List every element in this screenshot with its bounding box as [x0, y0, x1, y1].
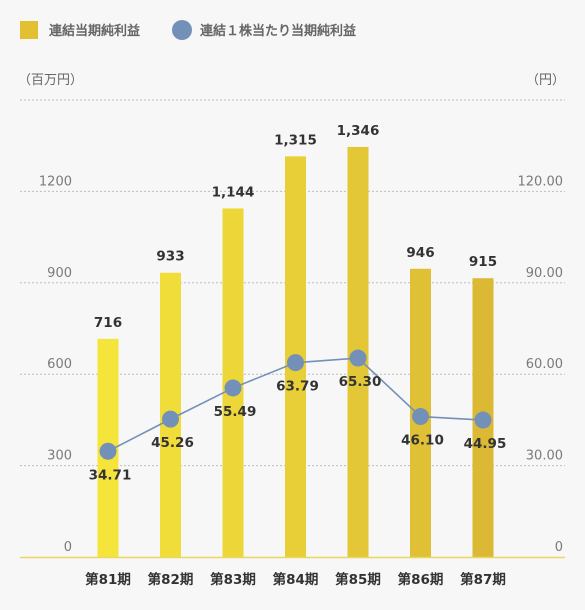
bar-value-label: 1,315	[274, 132, 317, 148]
bar-value-label: 1,144	[212, 184, 255, 200]
category-label: 第81期	[85, 571, 131, 588]
bar-value-label: 946	[406, 245, 434, 261]
left-axis-ticks: 0 300 600 900 1200	[39, 174, 72, 555]
right-tick-label: 90.00	[526, 266, 563, 281]
left-tick-label: 300	[47, 449, 72, 464]
category-label: 第82期	[148, 571, 194, 588]
right-axis-unit: （円）	[526, 73, 565, 88]
legend-bar-label: 連結当期純利益	[49, 23, 140, 39]
bar-value-label: 933	[156, 249, 184, 265]
bar-value-label: 915	[469, 254, 497, 270]
bar-value-labels: 716 933 1,144 1,315 1,346 946 915	[94, 123, 497, 331]
line-point	[474, 411, 492, 429]
right-tick-label: 60.00	[526, 357, 563, 372]
legend-line-label: 連結１株当たり当期純利益	[200, 23, 356, 39]
category-label: 第83期	[210, 571, 256, 588]
category-label: 第84期	[273, 571, 319, 588]
left-tick-label: 900	[47, 266, 72, 281]
left-tick-label: 0	[64, 540, 72, 555]
right-axis-ticks: 0 30.00 60.00 90.00 120.00	[518, 174, 564, 555]
legend: 連結当期純利益 連結１株当たり当期純利益	[20, 20, 356, 40]
line-point	[412, 408, 429, 426]
line-point-label: 65.30	[339, 374, 382, 390]
line-point	[99, 442, 117, 460]
legend-bar-swatch	[20, 21, 38, 39]
category-label: 第85期	[335, 571, 381, 588]
left-tick-label: 600	[47, 357, 72, 372]
bar-value-label: 1,346	[337, 123, 380, 139]
line-point-label: 45.26	[151, 435, 194, 451]
right-tick-label: 0	[555, 540, 563, 555]
bar-series	[97, 146, 494, 557]
line-point	[224, 379, 242, 397]
left-tick-label: 1200	[39, 174, 72, 189]
legend-line-swatch	[172, 20, 192, 40]
line-point	[349, 349, 367, 367]
category-label: 第87期	[460, 571, 506, 588]
line-point-label: 34.71	[89, 467, 132, 483]
line-point	[287, 354, 304, 372]
category-labels: 第81期 第82期 第83期 第84期 第85期 第86期 第87期	[85, 571, 506, 588]
line-point-label: 63.79	[276, 379, 319, 395]
line-series: 34.71 45.26 55.49 63.79 65.30 46.10 44.95	[89, 349, 507, 483]
line-point-label: 55.49	[214, 404, 257, 420]
line-point-label: 46.10	[401, 433, 444, 449]
right-tick-label: 30.00	[526, 449, 563, 464]
bar-value-label: 716	[94, 315, 122, 331]
category-label: 第86期	[398, 571, 444, 588]
line-point-label: 44.95	[464, 436, 507, 452]
right-tick-label: 120.00	[518, 174, 564, 189]
line-point	[162, 410, 179, 428]
left-axis-unit: （百万円）	[18, 73, 83, 88]
